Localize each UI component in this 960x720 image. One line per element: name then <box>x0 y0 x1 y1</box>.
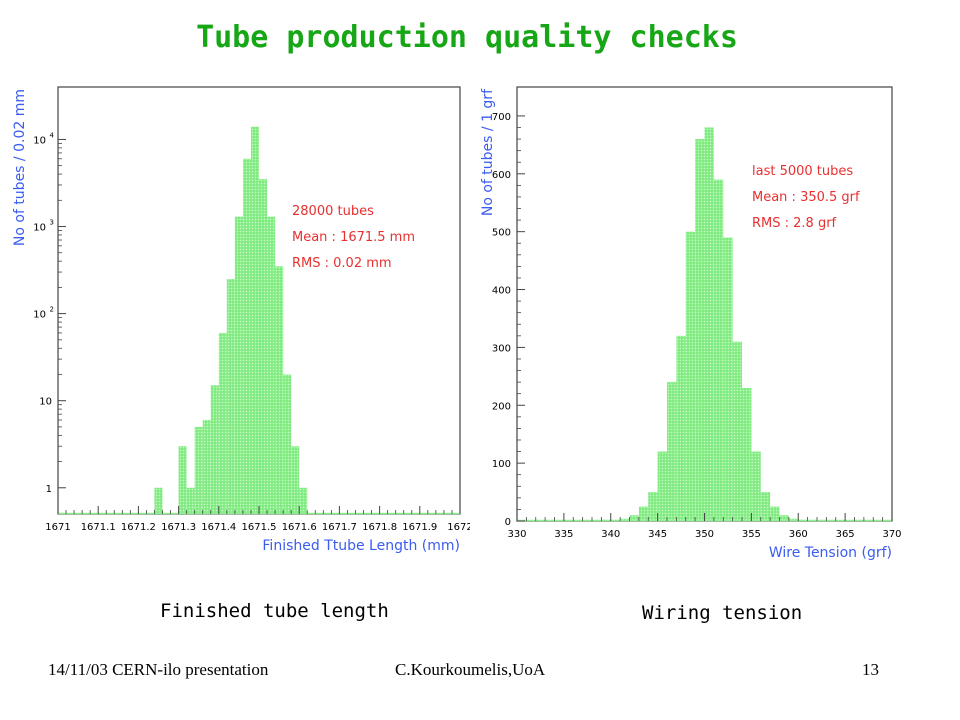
histogram-bar <box>770 506 780 521</box>
histogram-bar <box>732 341 742 521</box>
histogram-bar <box>299 487 308 514</box>
histogram-bar <box>210 385 219 514</box>
x-tick-label: 345 <box>648 529 667 540</box>
y-axis-label: No of tubes / 1 grf <box>480 88 496 216</box>
y-tick-label: 0 <box>505 517 511 528</box>
x-tick-label: 330 <box>507 529 526 540</box>
chart-tube-length-panel: 1671 1671.1 1671.2 1671.3 1671.4 1671.5 1671.6… <box>0 75 470 565</box>
y-tick-label: 10 <box>33 310 46 321</box>
x-tick-label: 1672 <box>447 522 470 533</box>
y-tick-label: 200 <box>492 401 511 412</box>
y-tick-label: 400 <box>492 286 511 297</box>
y-tick-label: 100 <box>492 459 511 470</box>
histogram-bar <box>250 126 259 514</box>
x-tick-label: 1671.4 <box>201 522 236 533</box>
histogram-bar <box>779 515 789 521</box>
histogram-bar <box>704 127 714 522</box>
x-tick-label: 1671.5 <box>242 522 277 533</box>
histogram-bar <box>676 335 686 521</box>
x-tick-label: 365 <box>836 529 855 540</box>
histogram-bar <box>638 506 649 521</box>
histogram-bar <box>723 237 733 521</box>
y-tick-label: 600 <box>492 170 511 181</box>
y-tick-label: 10 <box>33 223 46 234</box>
y-tick-label: 500 <box>492 228 511 239</box>
y-tick-label: 300 <box>492 343 511 354</box>
stats-annotation: RMS : 2.8 grf <box>752 216 837 231</box>
histogram-bar <box>186 487 195 514</box>
x-tick-label: 1671 <box>45 522 70 533</box>
x-tick-label: 370 <box>882 529 901 540</box>
slide-title: Tube production quality checks <box>196 20 738 55</box>
stats-annotation: last 5000 tubes <box>752 164 853 179</box>
histogram-bar <box>695 139 705 521</box>
histogram-bar <box>657 451 667 521</box>
histogram-bar <box>194 426 203 514</box>
y-tick-label: 10 <box>33 135 46 146</box>
footer-presentation: 14/11/03 CERN-ilo presentation <box>48 660 269 679</box>
y-tick-label: 700 <box>492 112 511 123</box>
histogram-bar <box>713 179 724 521</box>
chart-wire-tension-panel: 330 335 340 345 350 355 360 365 370 0 100 200 300 400… <box>470 75 940 565</box>
x-axis-label: Finished Ttube Length (mm) <box>262 538 460 554</box>
x-tick-label: 360 <box>789 529 808 540</box>
histogram-bar <box>760 492 771 521</box>
x-tick-label: 355 <box>742 529 761 540</box>
stats-annotation: 28000 tubes <box>292 204 374 219</box>
caption-finished-tube-length: Finished tube length <box>160 600 389 622</box>
stats-annotation: Mean : 350.5 grf <box>752 190 860 205</box>
histogram-bar <box>291 446 300 514</box>
x-tick-label: 335 <box>554 529 573 540</box>
histogram-bar <box>178 446 187 514</box>
histogram-bar <box>629 515 639 521</box>
histogram-bar <box>234 216 243 514</box>
y-tick-exponent: 2 <box>50 306 54 314</box>
x-tick-label: 1671.7 <box>322 522 357 533</box>
histogram-bar <box>242 158 251 514</box>
histogram-bar <box>202 420 211 514</box>
x-tick-label: 1671.2 <box>121 522 156 533</box>
x-tick-label: 1671.3 <box>161 522 196 533</box>
histogram-bar <box>275 266 284 514</box>
page-number: 13 <box>862 660 879 679</box>
y-tick-label: 1 <box>46 484 52 495</box>
histogram-bar <box>218 332 227 514</box>
histogram-bar <box>259 179 268 514</box>
x-tick-label: 1671.6 <box>282 522 317 533</box>
stats-annotation: Mean : 1671.5 mm <box>292 230 415 245</box>
histogram-bar <box>226 278 235 514</box>
histogram-bar <box>751 451 761 521</box>
histogram-bar <box>742 387 752 521</box>
x-tick-label: 350 <box>695 529 714 540</box>
y-tick-exponent: 4 <box>50 131 55 139</box>
histogram-bar <box>154 487 163 514</box>
y-tick-exponent: 3 <box>50 219 54 227</box>
stats-annotation: RMS : 0.02 mm <box>292 256 392 271</box>
histogram-bar <box>667 382 677 521</box>
chart-wire-tension: 330 335 340 345 350 355 360 365 370 0 100 200 300 400… <box>480 86 902 561</box>
x-tick-label: 1671.9 <box>402 522 437 533</box>
histogram-bar <box>283 374 292 514</box>
histogram-bar <box>267 216 276 514</box>
histogram-bar <box>648 492 658 521</box>
footer-author: C.Kourkoumelis,UoA <box>395 660 546 679</box>
y-tick-label: 10 <box>39 397 52 408</box>
caption-wiring-tension: Wiring tension <box>642 602 803 624</box>
x-tick-label: 340 <box>601 529 620 540</box>
x-tick-label: 1671.1 <box>81 522 116 533</box>
chart-tube-length: 1671 1671.1 1671.2 1671.3 1671.4 1671.5 1671.6… <box>12 86 470 554</box>
y-axis-label: No of tubes / 0.02 mm <box>12 89 28 246</box>
histogram-bar <box>685 231 696 521</box>
x-axis-label: Wire Tension (grf) <box>769 545 892 561</box>
x-tick-label: 1671.8 <box>362 522 397 533</box>
